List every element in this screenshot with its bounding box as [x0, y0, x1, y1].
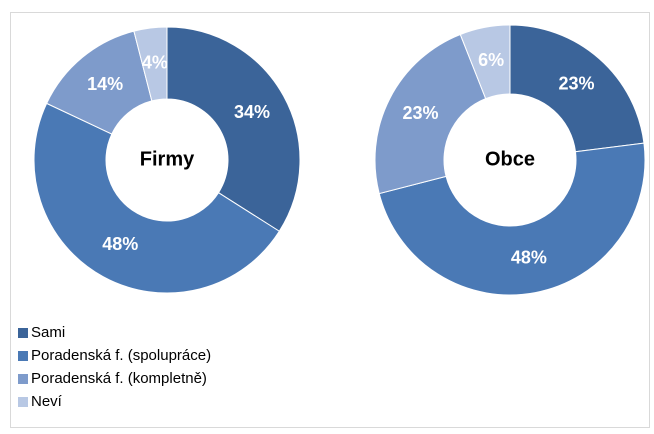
data-label: 48% [511, 247, 547, 267]
legend-label: Poradenská f. (kompletně) [31, 370, 207, 387]
data-label: 6% [478, 50, 504, 70]
legend-label: Sami [31, 324, 65, 341]
data-label: 14% [87, 74, 123, 94]
donut-segment [378, 142, 646, 296]
donut-segment [33, 102, 280, 294]
data-label: 48% [102, 234, 138, 254]
data-label: 34% [234, 102, 270, 122]
legend-swatch [18, 397, 28, 407]
data-label: 23% [402, 103, 438, 123]
donut-title: Obce [485, 148, 535, 170]
donut-segment [374, 33, 487, 195]
legend-swatch [18, 374, 28, 384]
legend-swatch [18, 351, 28, 361]
donut-segment [459, 24, 511, 100]
legend-swatch [18, 328, 28, 338]
donut-segment [166, 26, 301, 232]
data-label: 23% [558, 73, 594, 93]
donut-title: Firmy [140, 148, 195, 170]
legend-label: Neví [31, 393, 63, 410]
donut-segment [133, 26, 168, 102]
data-label: 4% [142, 53, 168, 73]
donut-segment [509, 24, 645, 153]
legend-label: Poradenská f. (spolupráce) [31, 347, 211, 364]
